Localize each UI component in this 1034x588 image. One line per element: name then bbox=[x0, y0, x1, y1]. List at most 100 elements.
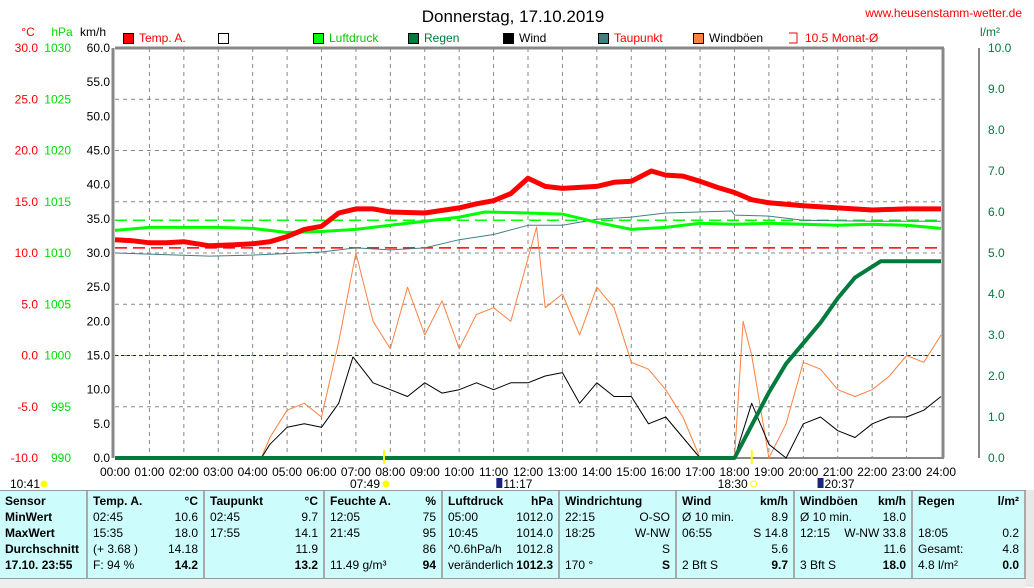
rain-tick-label: 5.0 bbox=[988, 246, 1005, 260]
pressure-tick-label: 1000 bbox=[44, 349, 71, 363]
cell-label: Regen bbox=[918, 494, 955, 508]
x-tick-label: 02:00 bbox=[169, 465, 199, 479]
x-tick-label: 19:00 bbox=[754, 465, 784, 479]
x-tick-label: 20:00 bbox=[788, 465, 818, 479]
table-row bbox=[918, 509, 1019, 525]
table-row: 5.6 bbox=[682, 541, 788, 557]
wind-tick-label: 10.0 bbox=[87, 383, 111, 397]
rain-tick-label: 9.0 bbox=[988, 82, 1005, 96]
cell-label: Windrichtung bbox=[565, 494, 643, 508]
table-header: Luftdruck hPa bbox=[448, 493, 553, 509]
cell-value: S bbox=[661, 542, 670, 556]
cell-label: MinWert bbox=[5, 510, 53, 524]
cell-label: 4.8 l/m² bbox=[918, 558, 959, 572]
wind-tick-label: 15.0 bbox=[87, 349, 111, 363]
cell-label: ^0.6hPa/h bbox=[448, 542, 502, 556]
table-column: Windrichtung 22:15 O-SO 18:25 W-NW S 170 ° S bbox=[560, 491, 677, 579]
cell-label: 02:45 bbox=[210, 510, 241, 524]
cell-value: 86 bbox=[422, 542, 436, 556]
cell-label: Wind bbox=[682, 494, 712, 508]
rain-tick-label: 6.0 bbox=[988, 205, 1005, 219]
legend-swatch-6 bbox=[693, 33, 704, 44]
rain-tick-label: 7.0 bbox=[988, 164, 1005, 178]
cell-value: 14.2 bbox=[174, 558, 198, 572]
temp-tick-label: -5.0 bbox=[17, 400, 38, 414]
temp-tick-label: 5.0 bbox=[21, 297, 38, 311]
cell-value: 18.0 bbox=[882, 558, 906, 572]
cell-label: Gesamt: bbox=[918, 542, 964, 556]
moonrise-icon bbox=[817, 478, 824, 488]
table-row: (+ 3.68 ) 14.18 bbox=[93, 541, 198, 557]
cell-label: 17:55 bbox=[210, 526, 241, 540]
temp-tick-label: 30.0 bbox=[15, 41, 39, 55]
cell-label: MaxWert bbox=[5, 526, 55, 540]
table-row: 17.10. 23:55 bbox=[5, 557, 81, 573]
table-column: Regen l/m² 18:05 0.2 Gesamt: 4.8 4.8 l/m² 0.0 bbox=[913, 491, 1026, 579]
wind-tick-label: 45.0 bbox=[87, 144, 111, 158]
cell-value: 75 bbox=[422, 510, 436, 524]
pressure-tick-label: 1030 bbox=[44, 41, 71, 55]
legend-label: 10.5 Monat-Ø bbox=[805, 31, 878, 45]
table-row: 17:55 14.1 bbox=[210, 525, 318, 541]
cell-label: 06:55 bbox=[682, 526, 713, 540]
legend-swatch-3 bbox=[408, 33, 419, 44]
cell-label: Sensor bbox=[5, 494, 46, 508]
table-row: 02:45 10.6 bbox=[93, 509, 198, 525]
moon-icon bbox=[40, 480, 48, 488]
table-row: veränderlich 1012.3 bbox=[448, 557, 553, 573]
cell-value: 13.2 bbox=[294, 558, 318, 572]
series-luftdruck bbox=[114, 210, 942, 234]
table-row: 3 Bft S 18.0 bbox=[800, 557, 906, 573]
table-header: Regen l/m² bbox=[918, 493, 1019, 509]
cell-value: 9.7 bbox=[301, 510, 318, 524]
series-taupunkt bbox=[114, 210, 941, 257]
legend-swatch-5 bbox=[598, 33, 609, 44]
cell-label: Luftdruck bbox=[448, 494, 504, 508]
cell-value: km/h bbox=[877, 494, 906, 508]
cell-label: 18:25 bbox=[565, 526, 596, 540]
x-tick-label: 00:00 bbox=[100, 465, 130, 479]
x-tick-label: 06:00 bbox=[306, 465, 336, 479]
legend-swatch-2 bbox=[313, 33, 324, 44]
wind-tick-label: 5.0 bbox=[93, 417, 110, 431]
wind-tick-label: 0.0 bbox=[93, 451, 110, 465]
sunset-time: 18:30 bbox=[718, 477, 748, 490]
cell-value: 8.9 bbox=[771, 510, 788, 524]
cell-value: 0.2 bbox=[1002, 526, 1019, 540]
legend-label: Windböen bbox=[709, 31, 763, 45]
table-row: 18:05 0.2 bbox=[918, 525, 1019, 541]
table-header: Windrichtung bbox=[565, 493, 670, 509]
legend-label: Luftdruck bbox=[329, 31, 379, 45]
wind-tick-label: 35.0 bbox=[87, 212, 111, 226]
moonrise-time: 20:37 bbox=[825, 477, 855, 490]
x-tick-label: 24:00 bbox=[926, 465, 956, 479]
cell-value: 1012.0 bbox=[516, 510, 553, 524]
cell-value: 1014.0 bbox=[516, 526, 553, 540]
table-row: 05:00 1012.0 bbox=[448, 509, 553, 525]
series-wind bbox=[260, 356, 942, 459]
wind-tick-label: 25.0 bbox=[87, 280, 111, 294]
wind-tick-label: 40.0 bbox=[87, 178, 111, 192]
table-row: 86 bbox=[330, 541, 436, 557]
cell-value: 10.6 bbox=[174, 510, 198, 524]
pressure-axis-unit: hPa bbox=[51, 25, 73, 39]
wind-tick-label: 55.0 bbox=[87, 75, 111, 89]
temp-tick-label: 10.0 bbox=[15, 246, 39, 260]
weather-chart: Donnerstag, 17.10.2019 www.heusenstamm-we… bbox=[10, 6, 1022, 490]
table-header: Taupunkt °C bbox=[210, 493, 318, 509]
table-row: 15:35 18.0 bbox=[93, 525, 198, 541]
table-row: 4.8 l/m² 0.0 bbox=[918, 557, 1019, 573]
cell-value: O-SO bbox=[639, 510, 670, 524]
x-tick-label: 17:00 bbox=[685, 465, 715, 479]
cell-label: Ø 10 min. bbox=[800, 510, 853, 524]
x-tick-label: 04:00 bbox=[238, 465, 268, 479]
cell-value: 14.18 bbox=[167, 542, 198, 556]
table-column: Sensor MinWert MaxWert Durchschnitt 17.10. 2… bbox=[0, 491, 88, 579]
table-row: 2 Bft S 9.7 bbox=[682, 557, 788, 573]
table-row: 02:45 9.7 bbox=[210, 509, 318, 525]
pressure-tick-label: 990 bbox=[51, 451, 71, 465]
sun-icon bbox=[382, 480, 390, 488]
scrollbar[interactable] bbox=[1026, 490, 1034, 587]
cell-label: 02:45 bbox=[93, 510, 124, 524]
pressure-tick-label: 1015 bbox=[44, 195, 71, 209]
